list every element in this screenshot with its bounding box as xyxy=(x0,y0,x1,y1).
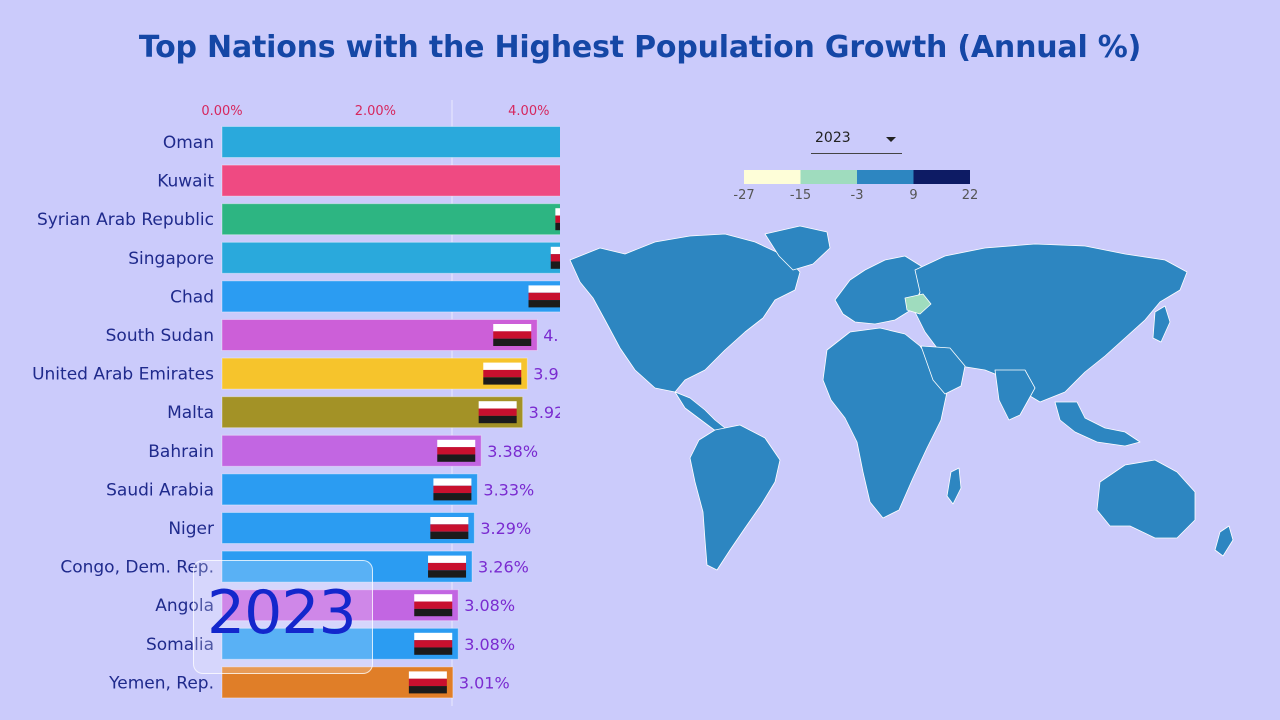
category-label: Angola xyxy=(155,596,214,616)
legend-tick-label: -3 xyxy=(851,188,864,203)
flag-icon xyxy=(550,246,560,269)
bar-row[interactable]: United Arab Emirates 3.98% xyxy=(32,357,560,390)
category-label: Malta xyxy=(167,403,214,423)
value-label: 3.08% xyxy=(464,635,515,654)
legend-tick-label: 9 xyxy=(909,188,917,203)
bar-row[interactable]: Singapore4.86% xyxy=(128,241,560,274)
bar-row[interactable]: South Sudan 4.11% xyxy=(106,319,560,351)
legend-swatch xyxy=(800,170,857,184)
bar-row[interactable]: Angola 3.08% xyxy=(155,589,515,622)
x-tick-label: 0.00% xyxy=(201,104,242,119)
map-highlight-central-asia[interactable] xyxy=(904,293,932,315)
chevron-down-icon xyxy=(886,137,896,142)
world-map xyxy=(569,225,1234,571)
map-new-zealand[interactable] xyxy=(1214,525,1234,557)
category-label: Oman xyxy=(163,133,214,153)
color-scale-legend: -27 -15 -3 9 22 xyxy=(733,170,979,203)
legend-tick-label: -27 xyxy=(733,188,754,203)
bar-row[interactable]: Kuwait5.59% xyxy=(157,164,560,197)
value-label: 3.98% xyxy=(533,365,560,384)
year-overlay-label: 2023 xyxy=(207,578,357,648)
bar[interactable] xyxy=(221,203,560,236)
map-land xyxy=(569,225,1234,571)
category-label: Niger xyxy=(168,519,214,539)
category-label: Chad xyxy=(170,287,214,307)
bar-row[interactable]: Congo, Dem. Rep. 3.26% xyxy=(60,550,529,583)
bar[interactable] xyxy=(221,126,560,158)
bar-row[interactable]: Bahrain 3.38% xyxy=(148,434,538,467)
flag-icon xyxy=(437,439,476,462)
category-label: Syrian Arab Republic xyxy=(37,210,214,230)
bar-row[interactable]: Syrian Arab Republic4.92% xyxy=(37,203,560,236)
bar-row[interactable]: Chad4.57% xyxy=(170,280,560,313)
flag-icon xyxy=(408,671,447,694)
map-arabia[interactable] xyxy=(920,345,966,395)
bar-row[interactable]: Oman6.53% xyxy=(163,126,560,158)
flag-icon xyxy=(414,594,453,617)
legend-tick-label: -15 xyxy=(790,188,811,203)
flag-icon xyxy=(528,285,560,308)
bar[interactable] xyxy=(221,396,524,429)
map-madagascar[interactable] xyxy=(946,467,962,505)
map-japan[interactable] xyxy=(1152,305,1171,343)
category-label: Singapore xyxy=(128,249,214,269)
year-overlay-box xyxy=(193,560,373,674)
legend-swatch xyxy=(913,170,970,184)
map-australia[interactable] xyxy=(1096,459,1196,539)
legend-swatch xyxy=(744,170,801,184)
flag-icon xyxy=(433,478,472,501)
bar[interactable] xyxy=(221,241,560,274)
flag-icon xyxy=(428,555,467,578)
map-north-america[interactable] xyxy=(569,233,801,393)
flag-icon xyxy=(483,362,522,385)
value-label: 3.33% xyxy=(483,480,534,499)
category-label: Congo, Dem. Rep. xyxy=(60,558,214,578)
bar-chart: 0.00%2.00%4.00%6.00%Oman6.53%Kuwait5.59%… xyxy=(32,100,560,706)
value-label: 4.11% xyxy=(543,326,560,345)
map-greenland[interactable] xyxy=(764,225,831,271)
flag-icon xyxy=(555,208,560,231)
flag-icon xyxy=(414,632,453,655)
map-africa[interactable] xyxy=(822,327,948,519)
value-label: 3.26% xyxy=(478,558,529,577)
map-india[interactable] xyxy=(994,369,1036,421)
x-tick-label: 4.00% xyxy=(508,104,549,119)
page-title: Top Nations with the Highest Population … xyxy=(138,30,1142,65)
flag-icon xyxy=(430,517,469,539)
bar[interactable] xyxy=(221,280,560,313)
category-label: Saudi Arabia xyxy=(106,480,214,500)
bar-row[interactable]: Niger 3.29% xyxy=(168,512,531,544)
value-label: 3.29% xyxy=(480,519,531,538)
value-label: 3.01% xyxy=(459,673,510,692)
flag-icon xyxy=(478,401,517,424)
value-label: 3.08% xyxy=(464,596,515,615)
category-label: South Sudan xyxy=(106,326,214,346)
value-label: 3.92% xyxy=(529,403,560,422)
bar[interactable] xyxy=(221,357,528,390)
value-label: 3.38% xyxy=(487,442,538,461)
map-europe[interactable] xyxy=(834,255,922,325)
map-south-america[interactable] xyxy=(689,424,781,571)
bar[interactable] xyxy=(221,319,538,351)
bar-row[interactable]: Malta 3.92% xyxy=(167,396,560,429)
map-southeast-asia[interactable] xyxy=(1054,401,1141,447)
x-tick-label: 2.00% xyxy=(355,104,396,119)
flag-icon xyxy=(493,324,532,346)
category-label: Bahrain xyxy=(148,442,214,462)
legend-tick-label: 22 xyxy=(962,188,979,203)
category-label: Kuwait xyxy=(157,172,214,192)
category-label: Somalia xyxy=(146,635,214,655)
bar-row[interactable]: Saudi Arabia 3.33% xyxy=(106,473,534,506)
category-label: United Arab Emirates xyxy=(32,365,214,385)
map-central-america[interactable] xyxy=(674,391,726,433)
bar-row[interactable]: Yemen, Rep. 3.01% xyxy=(108,666,510,699)
year-dropdown[interactable]: 2023 xyxy=(811,128,902,154)
legend-swatch xyxy=(857,170,914,184)
bar-row[interactable]: Somalia 3.08% xyxy=(146,627,515,660)
category-label: Yemen, Rep. xyxy=(108,673,214,693)
bar[interactable] xyxy=(221,164,560,197)
year-dropdown-value: 2023 xyxy=(815,130,851,146)
